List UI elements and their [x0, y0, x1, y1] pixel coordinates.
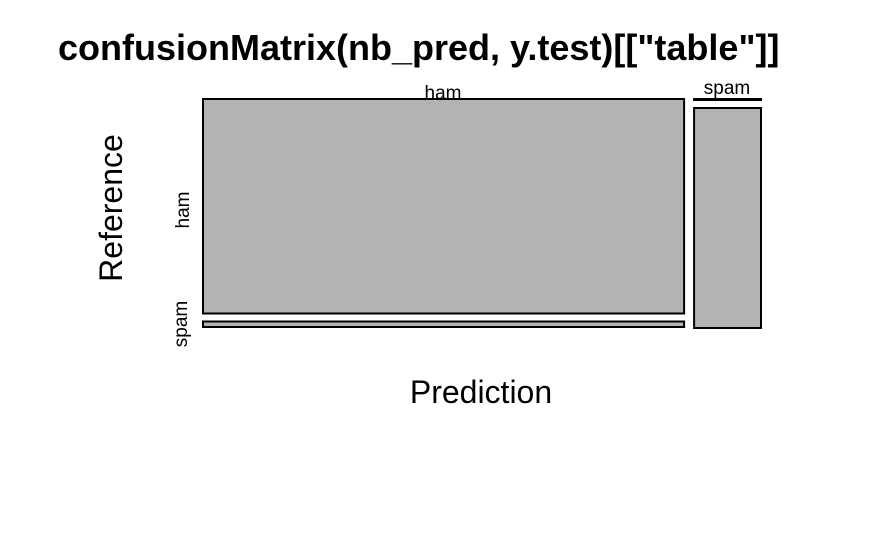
- y-axis-title: Reference: [93, 134, 129, 282]
- tile-ham-spam: [202, 320, 686, 328]
- x-tick-label-ham: ham: [425, 83, 462, 104]
- mosaic-tiles: [202, 98, 762, 329]
- x-tick-label-spam: spam: [704, 78, 750, 99]
- tile-spam-ham: [693, 98, 762, 101]
- tile-spam-spam: [693, 107, 762, 329]
- x-axis-title: Prediction: [410, 374, 552, 410]
- chart-title: confusionMatrix(nb_pred, y.test)[["table…: [58, 27, 780, 68]
- tile-ham-ham: [202, 98, 686, 315]
- y-tick-label-ham: ham: [173, 192, 194, 229]
- y-tick-label-spam: spam: [171, 301, 192, 347]
